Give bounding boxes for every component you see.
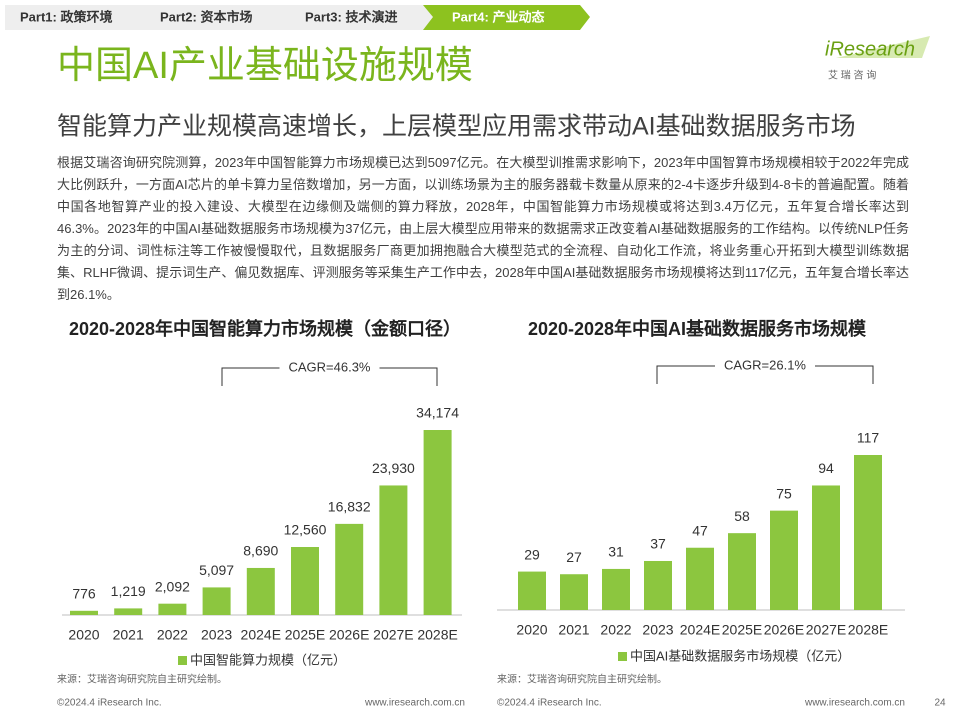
tab-label[interactable]: Part1: 政策环境 (20, 9, 112, 24)
bar (812, 485, 840, 610)
x-tick-label: 2028E (848, 622, 888, 638)
legend-swatch (178, 656, 187, 665)
data-label: 23,930 (372, 460, 415, 476)
legend-swatch (618, 652, 627, 661)
x-tick-label: 2028E (417, 627, 457, 643)
data-label: 12,560 (284, 522, 327, 538)
x-tick-label: 2027E (373, 627, 413, 643)
bar (560, 574, 588, 610)
data-label: 776 (72, 586, 96, 602)
bar (644, 560, 672, 610)
data-label: 27 (566, 549, 582, 565)
legend-label: 中国AI基础数据服务市场规模（亿元） (630, 648, 850, 663)
x-tick-label: 2022 (157, 627, 188, 643)
footer-right: www.iresearch.com.cn (804, 698, 905, 709)
bar (518, 571, 546, 610)
x-tick-label: 2021 (113, 627, 144, 643)
data-label: 37 (650, 536, 666, 552)
page-number: 24 (934, 698, 946, 709)
chart-title: 2020-2028年中国智能算力市场规模（金额口径） (69, 318, 461, 339)
data-label: 8,690 (243, 543, 278, 559)
chart-title: 2020-2028年中国AI基础数据服务市场规模 (528, 318, 867, 339)
cagr-label: CAGR=26.1% (724, 357, 806, 372)
source: 来源：艾瑞咨询研究院自主研究绘制。 (497, 673, 667, 686)
data-label: 16,832 (328, 499, 371, 515)
data-label: 47 (692, 522, 708, 538)
cagr-label: CAGR=46.3% (288, 359, 370, 374)
bar (202, 587, 231, 615)
body-text: 根据艾瑞咨询研究院测算，2023年中国智能算力市场规模已达到5097亿元。在大模… (57, 155, 909, 302)
page-title: 中国AI产业基础设施规模 (57, 45, 473, 87)
cagr-bracket (656, 365, 874, 384)
tab-label[interactable]: Part3: 技术演进 (305, 9, 397, 24)
bar (379, 485, 408, 615)
x-tick-label: 2020 (516, 622, 547, 638)
logo-sub: 艾 瑞 咨 询 (828, 69, 876, 82)
data-label: 94 (818, 460, 834, 476)
footer-left: ©2024.4 iResearch Inc. (57, 698, 162, 709)
x-tick-label: 2020 (68, 627, 99, 643)
bar (158, 603, 187, 615)
legend-label: 中国智能算力规模（亿元） (190, 652, 346, 667)
x-tick-label: 2026E (329, 627, 369, 643)
bar (686, 547, 714, 610)
tab[interactable] (278, 5, 440, 30)
x-tick-label: 2023 (642, 622, 673, 638)
bar (423, 430, 452, 615)
tab-label[interactable]: Part2: 资本市场 (160, 9, 252, 24)
footer-right: www.iresearch.com.cn (364, 698, 465, 709)
data-label: 58 (734, 508, 750, 524)
bar (602, 568, 630, 610)
data-label: 31 (608, 544, 624, 560)
data-label: 29 (524, 546, 540, 562)
source: 来源：艾瑞咨询研究院自主研究绘制。 (57, 673, 227, 686)
tab-active[interactable] (423, 5, 590, 30)
bar (728, 533, 756, 610)
x-tick-label: 2024E (241, 627, 281, 643)
bar (854, 455, 882, 610)
x-tick-label: 2026E (764, 622, 804, 638)
bar (70, 610, 98, 615)
tab[interactable] (5, 5, 152, 30)
x-tick-label: 2027E (806, 622, 846, 638)
tab[interactable] (134, 5, 295, 30)
bar (114, 608, 143, 615)
cagr-bracket (221, 367, 438, 386)
tab-label[interactable]: Part4: 产业动态 (452, 9, 544, 24)
bar (291, 547, 319, 615)
data-label: 1,219 (111, 583, 146, 599)
x-tick-label: 2025E (722, 622, 762, 638)
data-label: 34,174 (416, 405, 459, 421)
x-tick-label: 2023 (201, 627, 232, 643)
data-label: 117 (857, 430, 880, 446)
data-label: 2,092 (155, 578, 190, 594)
logo: iResearch (825, 38, 915, 60)
bar (335, 523, 364, 615)
data-label: 5,097 (199, 562, 234, 578)
subtitle: 智能算力产业规模高速增长，上层模型应用需求带动AI基础数据服务市场 (57, 113, 856, 141)
logo-shape (836, 36, 930, 58)
x-tick-label: 2021 (558, 622, 589, 638)
x-tick-label: 2022 (600, 622, 631, 638)
data-label: 75 (776, 485, 792, 501)
bar (246, 567, 275, 615)
x-tick-label: 2025E (285, 627, 325, 643)
x-tick-label: 2024E (680, 622, 720, 638)
bar (770, 510, 798, 610)
footer-left: ©2024.4 iResearch Inc. (497, 698, 602, 709)
